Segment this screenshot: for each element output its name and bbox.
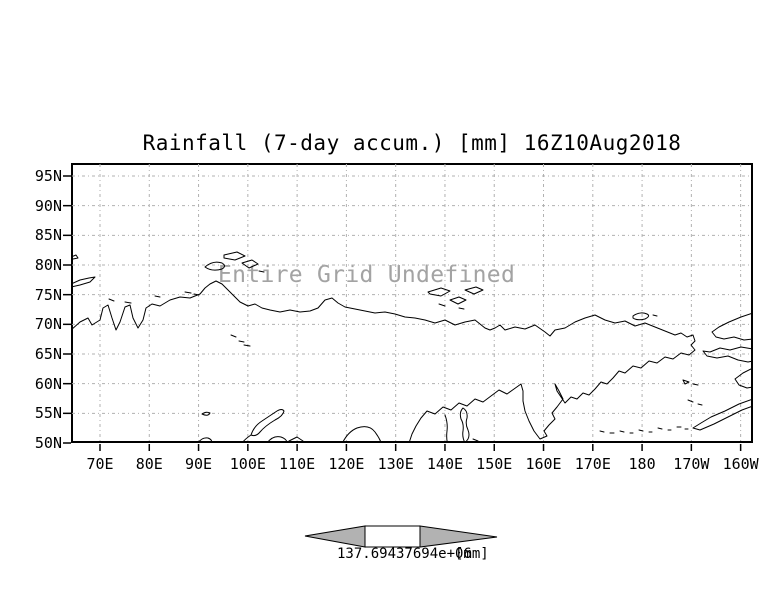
x-tick-label: 180 — [628, 455, 656, 473]
x-tick-label: 70E — [86, 455, 114, 473]
x-tick-label: 160E — [525, 455, 562, 473]
x-tick-label: 170W — [673, 455, 710, 473]
y-tick-label: 85N — [34, 226, 62, 245]
colorbar-value-label: 137.69437694e+06 — [337, 546, 472, 562]
chart-title: Rainfall (7-day accum.) [mm] 16Z10Aug201… — [142, 131, 682, 155]
y-tick-label: 80N — [34, 256, 62, 274]
y-tick-label: 60N — [34, 374, 62, 393]
y-tick-label: 65N — [34, 345, 62, 363]
map-plot-frame — [71, 163, 753, 443]
x-tick-label: 120E — [328, 455, 365, 473]
x-tick-label: 140E — [426, 455, 464, 473]
x-tick-label: 90E — [185, 455, 213, 473]
x-tick-label: 80E — [135, 455, 163, 473]
y-tick-label: 50N — [34, 434, 62, 452]
x-tick-label: 100E — [229, 455, 266, 473]
x-tick-label: 110E — [279, 455, 316, 473]
y-tick-label: 70N — [34, 315, 62, 334]
y-tick-label: 90N — [34, 196, 62, 215]
y-tick-label: 75N — [34, 285, 62, 304]
x-tick-label: 130E — [377, 455, 414, 473]
colorbar-right-arrow — [419, 525, 498, 548]
y-tick-label: 95N — [34, 167, 62, 185]
x-tick-label: 160W — [722, 455, 759, 473]
colorbar — [304, 525, 498, 548]
colorbar-box — [364, 525, 421, 548]
x-tick-label: 150E — [476, 455, 513, 473]
colorbar-units-label: [mm] — [455, 546, 489, 562]
y-tick-label: 55N — [34, 404, 62, 423]
colorbar-left-arrow — [304, 525, 366, 548]
x-tick-label: 170E — [574, 455, 611, 473]
